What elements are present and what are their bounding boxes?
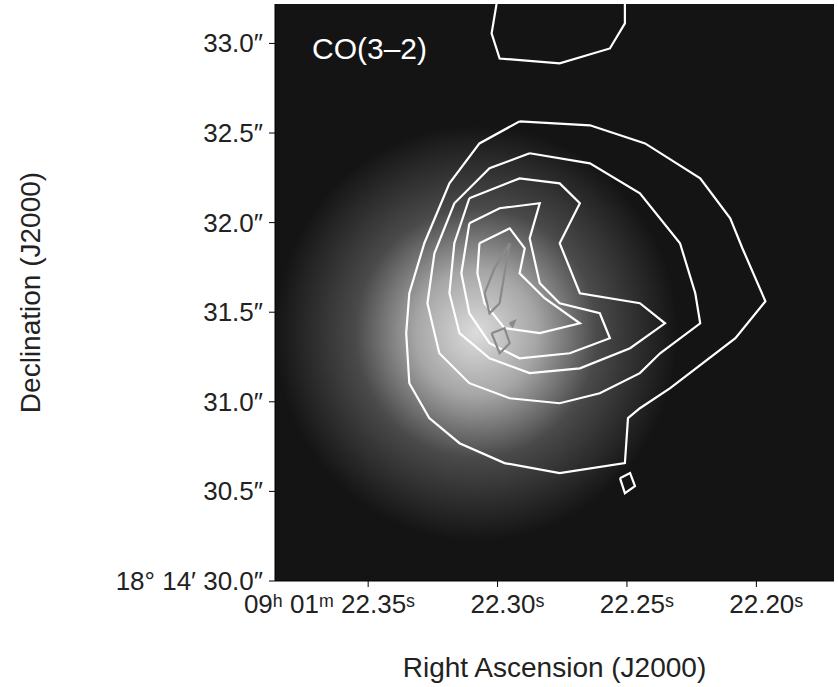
svg-text:32.0″: 32.0″ (203, 208, 263, 238)
svg-text:22.30ˢ: 22.30ˢ (470, 589, 544, 619)
svg-text:30.5″: 30.5″ (203, 476, 263, 506)
svg-text:32.5″: 32.5″ (203, 118, 263, 148)
svg-text:18° 14′ 30.0″: 18° 14′ 30.0″ (116, 566, 263, 596)
html-text:CO(3–2): CO(3–2) (312, 32, 427, 65)
svg-text:22.25ˢ: 22.25ˢ (600, 589, 674, 619)
svg-text:31.0″: 31.0″ (203, 387, 263, 417)
svg-text:Declination (J2000): Declination (J2000) (15, 172, 46, 413)
svg-text:09ʰ 01ᵐ 22.35ˢ: 09ʰ 01ᵐ 22.35ˢ (244, 589, 415, 619)
svg-text:31.5″: 31.5″ (203, 297, 263, 327)
svg-text:22.20ˢ: 22.20ˢ (729, 589, 803, 619)
svg-text:Right Ascension (J2000): Right Ascension (J2000) (403, 652, 707, 683)
svg-text:33.0″: 33.0″ (203, 28, 263, 58)
